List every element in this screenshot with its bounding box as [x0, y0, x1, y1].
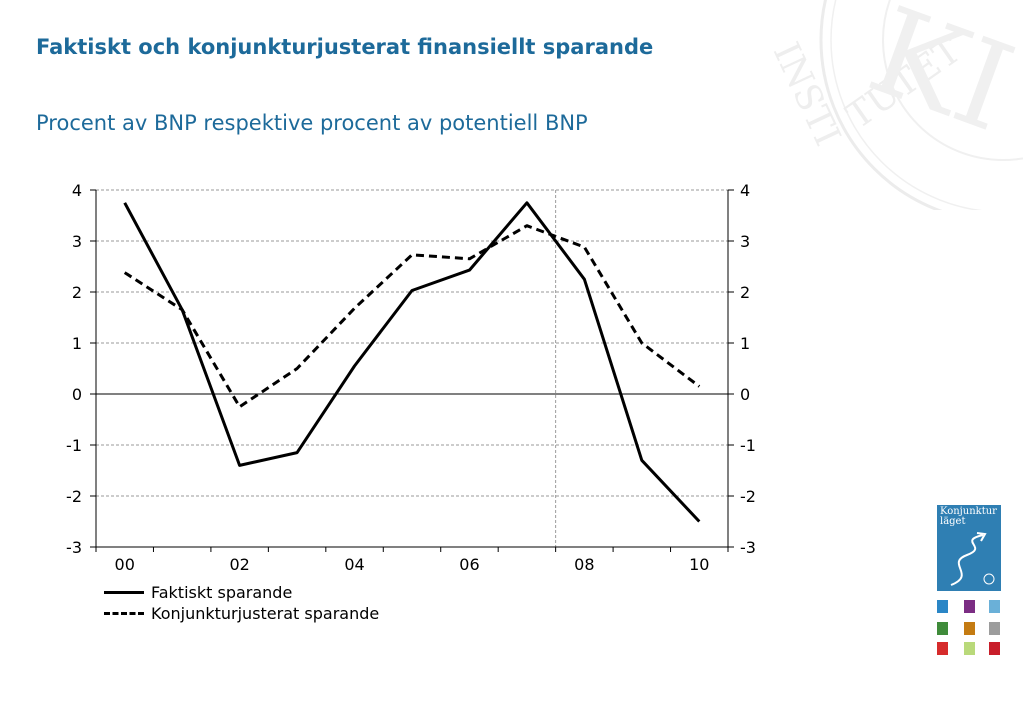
- x-tick-label: 02: [229, 555, 249, 574]
- legend-label-konjunktur: Konjunkturjusterat sparande: [151, 604, 380, 623]
- series-line-faktiskt: [123, 201, 701, 523]
- series-line-konjunktur: [123, 224, 701, 409]
- y-tick-label-left: 0: [72, 385, 82, 404]
- x-tick-label: 04: [344, 555, 364, 574]
- y-tick-label-right: 1: [740, 334, 750, 353]
- y-tick-label-left: -2: [66, 487, 82, 506]
- report-thumbnail: [964, 600, 975, 613]
- y-tick-label-left: 2: [72, 283, 82, 302]
- y-tick-label-right: -3: [740, 538, 756, 557]
- y-tick-label-left: -1: [66, 436, 82, 455]
- y-tick-label-right: -1: [740, 436, 756, 455]
- y-tick-label-right: -2: [740, 487, 756, 506]
- y-tick-label-right: 0: [740, 385, 750, 404]
- x-tick-label: 08: [574, 555, 594, 574]
- x-tick-label: 00: [115, 555, 135, 574]
- konjunkturlaget-cover-logo: Konjunktur läget: [937, 505, 1001, 591]
- chart-title: Faktiskt och konjunkturjusterat finansie…: [36, 35, 654, 59]
- legend-swatch-solid: [104, 591, 144, 594]
- report-thumbnail: [937, 622, 948, 635]
- report-thumbnail: [937, 600, 948, 613]
- y-tick-label-left: 4: [72, 181, 82, 200]
- y-tick-label-right: 2: [740, 283, 750, 302]
- legend-item-faktiskt: Faktiskt sparande: [104, 582, 379, 603]
- y-tick-label-right: 4: [740, 181, 750, 200]
- cover-title: Konjunktur läget: [940, 506, 997, 527]
- report-thumbnail: [989, 600, 1000, 613]
- chart-subtitle: Procent av BNP respektive procent av pot…: [36, 111, 588, 135]
- report-thumbnail: [937, 642, 948, 655]
- y-tick-label-left: -3: [66, 538, 82, 557]
- cover-arrow-icon: [950, 532, 995, 586]
- y-tick-label-left: 1: [72, 334, 82, 353]
- report-thumbnail: [964, 622, 975, 635]
- x-tick-label: 06: [459, 555, 479, 574]
- report-thumbnail: [989, 642, 1000, 655]
- legend-item-konjunktur: Konjunkturjusterat sparande: [104, 603, 379, 624]
- y-tick-label-right: 3: [740, 232, 750, 251]
- legend-swatch-dashed: [104, 612, 144, 615]
- report-thumbnail: [989, 622, 1000, 635]
- chart-legend: Faktiskt sparande Konjunkturjusterat spa…: [104, 582, 379, 624]
- legend-label-faktiskt: Faktiskt sparande: [151, 583, 293, 602]
- report-thumbnail: [964, 642, 975, 655]
- ki-seal-watermark: TUTET INSTI KI: [765, 0, 1023, 210]
- x-tick-label: 10: [689, 555, 709, 574]
- y-tick-label-left: 3: [72, 232, 82, 251]
